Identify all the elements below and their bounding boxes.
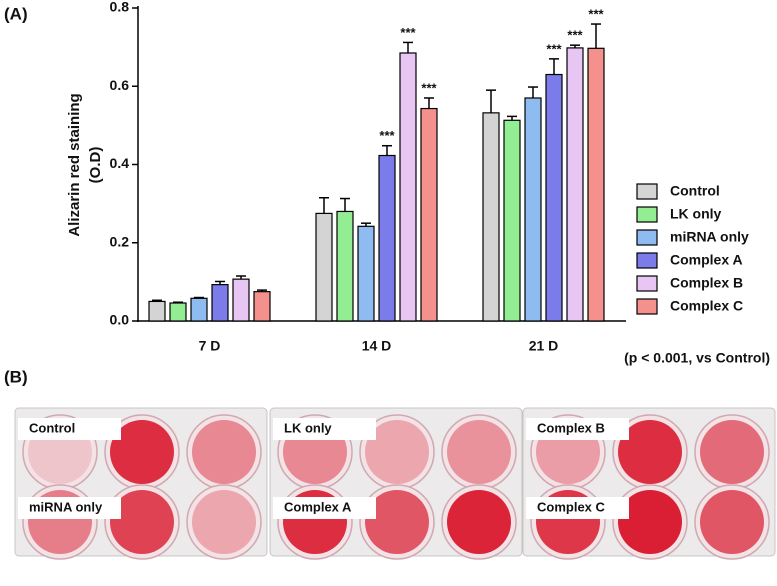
panel-label: (A) bbox=[4, 4, 28, 23]
bar bbox=[524, 97, 542, 322]
well-stain bbox=[447, 490, 511, 554]
legend-label: Complex A bbox=[670, 252, 743, 268]
legend-swatch bbox=[636, 252, 658, 269]
well-stain bbox=[618, 420, 682, 484]
bar bbox=[420, 107, 438, 322]
label-box bbox=[273, 418, 376, 440]
legend-label: LK only bbox=[670, 206, 722, 222]
y-tick-label: 0.8 bbox=[110, 0, 130, 15]
legend-label: Complex C bbox=[670, 298, 743, 314]
legend-swatch bbox=[636, 275, 658, 292]
significance-label: *** bbox=[588, 6, 604, 21]
bar bbox=[232, 278, 250, 322]
y-tick-label: 0.2 bbox=[110, 233, 130, 249]
bar bbox=[587, 47, 605, 322]
label-box bbox=[273, 497, 376, 519]
y-axis-label: (O.D) bbox=[87, 147, 104, 184]
legend-swatch bbox=[636, 183, 658, 200]
y-tick-label: 0.4 bbox=[110, 155, 130, 171]
y-axis-label: Alizarin red staining bbox=[66, 93, 83, 236]
well-stain bbox=[110, 420, 174, 484]
well-stain bbox=[447, 420, 511, 484]
bar bbox=[169, 302, 187, 322]
significance-label: *** bbox=[546, 41, 562, 56]
bar bbox=[566, 47, 584, 322]
well-stain bbox=[700, 420, 764, 484]
bar bbox=[315, 212, 333, 322]
legend-label: miRNA only bbox=[670, 229, 749, 245]
label-box bbox=[18, 497, 121, 519]
label-box bbox=[526, 497, 629, 519]
panel-label: (B) bbox=[4, 367, 28, 386]
x-tick-label: 14 D bbox=[362, 338, 392, 354]
well-stain bbox=[365, 490, 429, 554]
bar bbox=[503, 119, 521, 322]
label-box bbox=[526, 418, 629, 440]
y-tick-label: 0.6 bbox=[110, 77, 130, 93]
well bbox=[186, 484, 262, 560]
well-stain bbox=[700, 490, 764, 554]
x-tick-label: 7 D bbox=[199, 338, 221, 354]
well-label: Complex C bbox=[537, 499, 606, 514]
significance-label: *** bbox=[421, 80, 437, 95]
well-label: Complex B bbox=[537, 420, 605, 435]
bar bbox=[148, 300, 166, 322]
well-label: Complex A bbox=[284, 499, 352, 514]
bar bbox=[190, 297, 208, 322]
significance-label: *** bbox=[379, 128, 395, 143]
legend-label: Complex B bbox=[670, 275, 743, 291]
x-tick-label: 21 D bbox=[529, 338, 559, 354]
well-label: miRNA only bbox=[29, 499, 103, 514]
significance-label: *** bbox=[400, 25, 416, 40]
bar bbox=[253, 291, 271, 322]
bar bbox=[482, 112, 500, 322]
well-label: Control bbox=[29, 420, 75, 435]
y-tick-label: 0.0 bbox=[110, 312, 130, 328]
label-box bbox=[18, 418, 121, 440]
legend-label: Control bbox=[670, 183, 720, 199]
bar bbox=[399, 52, 417, 322]
note: (p < 0.001, vs Control) bbox=[624, 350, 770, 366]
well-stain bbox=[365, 420, 429, 484]
well-stain bbox=[192, 420, 256, 484]
well-stain bbox=[192, 490, 256, 554]
well-stain bbox=[110, 490, 174, 554]
significance-label: *** bbox=[567, 28, 583, 43]
bar bbox=[545, 73, 563, 322]
bar bbox=[336, 210, 354, 322]
bar bbox=[357, 225, 375, 322]
legend-swatch bbox=[636, 206, 658, 223]
bar bbox=[211, 284, 229, 322]
legend-swatch bbox=[636, 229, 658, 246]
well-label: LK only bbox=[284, 420, 332, 435]
well-stain bbox=[618, 490, 682, 554]
bar bbox=[378, 154, 396, 322]
legend-swatch bbox=[636, 298, 658, 315]
